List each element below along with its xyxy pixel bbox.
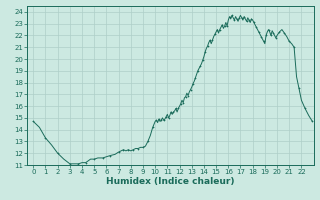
X-axis label: Humidex (Indice chaleur): Humidex (Indice chaleur) (106, 177, 235, 186)
